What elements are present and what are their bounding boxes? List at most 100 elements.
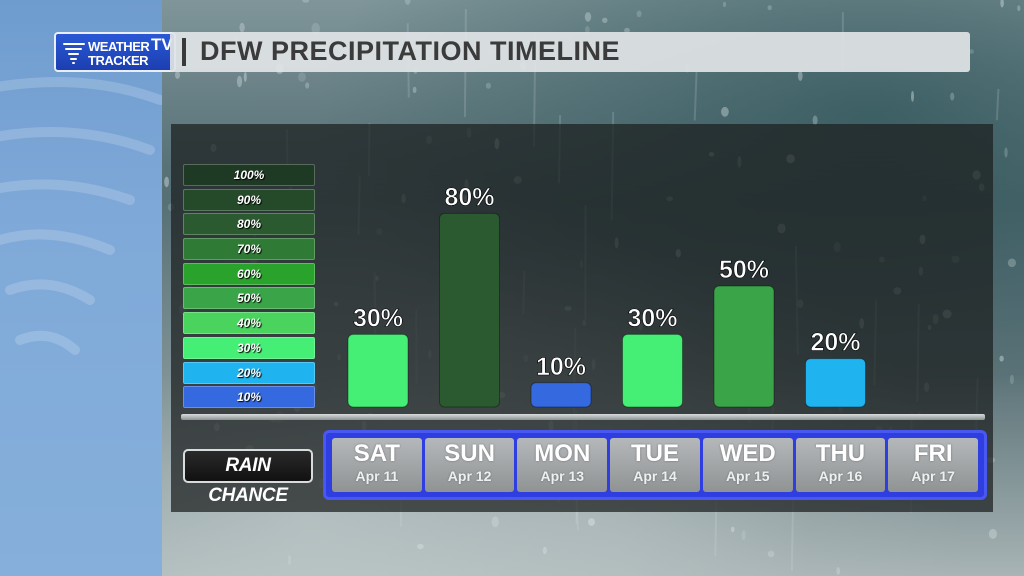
raindrop (412, 86, 417, 94)
raindrop (836, 567, 840, 575)
day-cell: SUN Apr 12 (424, 438, 515, 492)
raindrop (721, 106, 729, 117)
raindrop (243, 72, 247, 82)
raindrop (767, 5, 772, 11)
raindrop (302, 0, 310, 3)
day-date: Apr 17 (911, 468, 955, 484)
bar-value-label: 80% (444, 183, 494, 211)
raindrop (584, 12, 592, 22)
legend-item: 20% (183, 361, 315, 384)
bar-sun (439, 212, 500, 408)
legend-item: 50% (183, 287, 315, 310)
legend-item: 30% (183, 336, 315, 359)
day-of-week: TUE (631, 440, 680, 467)
day-date: Apr 14 (633, 468, 677, 484)
day-date: Apr 16 (818, 468, 863, 484)
raindrop (624, 27, 630, 33)
bar-mon (530, 382, 592, 408)
rain-chance-label: RAIN CHANCE (183, 449, 313, 506)
raindrop (239, 22, 245, 33)
bar-sat (347, 333, 409, 408)
raindrop (730, 526, 735, 533)
rain-streak (693, 71, 698, 121)
raindrop (999, 355, 1004, 362)
day-of-week: MON (534, 440, 591, 467)
bar-wed (713, 285, 775, 408)
raindrop (287, 554, 292, 566)
raindrop (798, 70, 803, 81)
weather-tracker-logo: WEATHER TRACKER TV (54, 32, 176, 72)
day-cell: FRI Apr 17 (888, 438, 979, 492)
raindrop (164, 176, 170, 188)
day-date: Apr 13 (540, 468, 585, 484)
raindrop (1009, 374, 1014, 385)
raindrop (491, 516, 499, 528)
legend-item: 40% (183, 312, 315, 335)
logo-line-tracker: TRACKER (88, 53, 149, 68)
day-of-week: FRI (913, 440, 953, 467)
raindrop (298, 72, 306, 82)
logo-line-weather: WEATHER (88, 39, 150, 54)
day-cell: WED Apr 15 (702, 438, 793, 492)
rain-streak (995, 88, 1000, 121)
bar-thu (805, 358, 866, 408)
legend-item: 10% (183, 386, 315, 409)
bar-value-label: 30% (353, 304, 403, 332)
page-title: DFW PRECIPITATION TIMELINE (200, 36, 620, 66)
legend-item: 80% (183, 213, 315, 236)
left-branding-panel (0, 0, 162, 576)
logo-tv: TV (151, 35, 173, 54)
bar-value-label: 50% (719, 256, 769, 284)
day-cell: MON Apr 13 (517, 438, 608, 492)
day-date: Apr 11 (355, 468, 399, 484)
legend-item: 100% (183, 164, 315, 186)
legend-item: 60% (183, 262, 315, 285)
day-of-week: WED (719, 440, 776, 467)
raindrop (1017, 5, 1021, 12)
raindrop (1004, 147, 1008, 158)
day-cell: SAT Apr 11 (332, 438, 422, 492)
raindrop (636, 10, 642, 18)
title-bar: DFW PRECIPITATION TIMELINE (170, 32, 970, 72)
raindrop (305, 82, 310, 89)
raindrop (911, 90, 914, 102)
raindrop (988, 528, 998, 539)
raindrop (542, 546, 547, 555)
raindrop (812, 115, 818, 126)
raindrop (1007, 258, 1017, 268)
day-of-week: SAT (353, 440, 400, 467)
raindrop (236, 75, 243, 88)
day-date: Apr 12 (447, 468, 492, 484)
chart-baseline (181, 414, 985, 420)
bar-tue (622, 333, 683, 408)
legend-item: 70% (183, 238, 315, 261)
day-strip: SAT Apr 11 SUN Apr 12 MON Apr 13 TUE Apr 14 WED A… (323, 430, 987, 500)
color-legend: 100% 90% 80% 70% 60% 50% 40% 30% 20% 10% (183, 164, 315, 411)
raindrop (175, 70, 180, 79)
raindrop (1000, 0, 1004, 8)
bar-value-label: 10% (536, 353, 586, 381)
legend-item: 90% (183, 188, 315, 211)
raindrop (404, 0, 411, 5)
day-cell: THU Apr 16 (795, 438, 886, 492)
raindrop (722, 1, 727, 8)
raindrop (602, 17, 608, 23)
title-separator (182, 38, 186, 66)
day-date: Apr 15 (725, 468, 770, 484)
day-of-week: SUN (444, 440, 495, 467)
raindrop (767, 550, 775, 558)
tornado-icon (63, 43, 85, 64)
raindrop (741, 530, 746, 541)
day-of-week: THU (815, 440, 866, 467)
tornado-watermark-icon (0, 77, 162, 355)
raindrop (485, 82, 491, 89)
raindrop (311, 22, 321, 35)
bar-value-label: 30% (627, 304, 677, 332)
raindrop (417, 543, 424, 550)
raindrop (950, 92, 955, 101)
raindrop (968, 49, 975, 54)
raindrop (588, 518, 595, 526)
bar-value-label: 20% (810, 329, 860, 357)
day-cell: TUE Apr 14 (610, 438, 700, 492)
